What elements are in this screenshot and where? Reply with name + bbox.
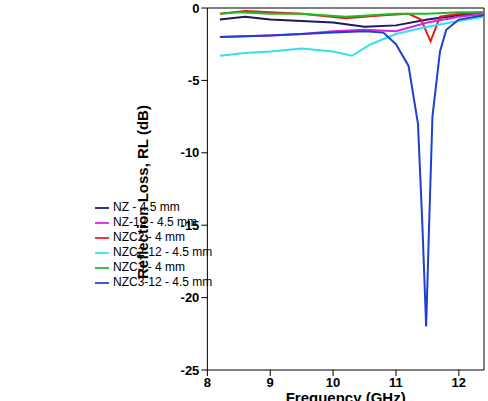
svg-text:-10: -10 — [181, 145, 200, 160]
svg-text:0: 0 — [192, 1, 199, 16]
svg-text:-15: -15 — [181, 218, 200, 233]
svg-text:8: 8 — [204, 375, 211, 390]
svg-text:-25: -25 — [181, 363, 200, 378]
svg-text:Reflection Loss, RL (dB): Reflection Loss, RL (dB) — [134, 105, 151, 279]
svg-text:10: 10 — [326, 375, 340, 390]
svg-text:12: 12 — [452, 375, 466, 390]
svg-text:-5: -5 — [188, 73, 200, 88]
svg-text:-20: -20 — [181, 290, 200, 305]
svg-text:Frequency (GHz): Frequency (GHz) — [286, 389, 406, 401]
svg-text:11: 11 — [389, 375, 403, 390]
svg-text:9: 9 — [267, 375, 274, 390]
